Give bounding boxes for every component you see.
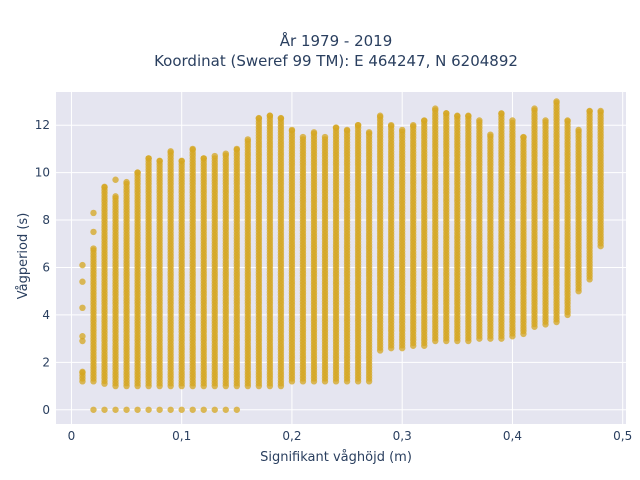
- data-point: [443, 110, 450, 117]
- data-point: [310, 129, 318, 136]
- data-point: [597, 107, 604, 115]
- data-point: [189, 406, 196, 413]
- data-point: [365, 129, 373, 136]
- data-point: [101, 406, 108, 413]
- data-point: [575, 126, 582, 134]
- data-point: [211, 152, 218, 160]
- data-point: [376, 112, 384, 119]
- data-point: [167, 148, 174, 155]
- data-point: [244, 136, 252, 143]
- y-axis-title: Vågperiod (s): [16, 213, 31, 300]
- data-point: [156, 406, 163, 413]
- data-point: [90, 245, 97, 252]
- data-point: [354, 122, 362, 129]
- data-point: [167, 406, 174, 413]
- x-tick-label: 0,5: [613, 429, 632, 443]
- data-point: [211, 406, 218, 413]
- tick-labels: 0 0,1 0,2 0,3 0,4 0,5 0 2 4 6 8 10 12: [35, 118, 633, 443]
- data-point: [586, 107, 593, 115]
- chart-title-line-1: År 1979 - 2019: [280, 31, 393, 50]
- data-point: [90, 406, 97, 413]
- data-point: [520, 133, 527, 141]
- y-tick-label: 8: [42, 213, 50, 227]
- x-tick-label: 0,1: [172, 429, 191, 443]
- y-tick-label: 2: [42, 355, 50, 369]
- data-point: [564, 117, 571, 124]
- x-tick-label: 0,3: [393, 429, 412, 443]
- data-point: [332, 124, 340, 131]
- data-point: [509, 117, 516, 124]
- y-tick-label: 12: [35, 118, 50, 132]
- x-tick-label: 0,4: [503, 429, 522, 443]
- data-point: [112, 176, 119, 183]
- data-point: [200, 155, 207, 162]
- data-point: [134, 169, 141, 176]
- x-axis-title: Signifikant våghöjd (m): [260, 450, 412, 465]
- y-tick-label: 10: [35, 166, 50, 180]
- data-point: [465, 112, 472, 119]
- data-point: [145, 406, 152, 413]
- data-point: [178, 157, 185, 164]
- data-point: [542, 117, 549, 124]
- data-point: [531, 105, 538, 112]
- data-point: [410, 122, 417, 129]
- data-point: [553, 98, 560, 105]
- data-point: [421, 117, 428, 124]
- data-point: [343, 126, 351, 134]
- data-point: [476, 117, 483, 124]
- data-point: [79, 368, 86, 376]
- data-point: [454, 112, 461, 119]
- data-point: [498, 110, 505, 117]
- data-point: [101, 183, 108, 191]
- data-point: [222, 406, 229, 413]
- data-point: [222, 150, 229, 157]
- data-point: [112, 406, 119, 413]
- data-point: [255, 114, 263, 122]
- data-point: [432, 105, 439, 112]
- data-point: [266, 112, 274, 119]
- y-tick-label: 4: [42, 308, 50, 322]
- x-tick-label: 0: [68, 429, 76, 443]
- data-point: [233, 406, 241, 413]
- plot-background: [56, 92, 626, 424]
- data-point: [123, 178, 130, 186]
- data-point: [398, 126, 406, 134]
- data-point: [134, 406, 141, 413]
- data-point: [123, 406, 130, 413]
- data-point: [387, 122, 395, 129]
- data-point: [200, 406, 207, 413]
- data-point: [487, 131, 494, 138]
- data-point: [145, 155, 152, 162]
- data-point: [156, 157, 163, 164]
- data-point: [90, 209, 97, 217]
- data-point: [233, 145, 241, 153]
- data-points: [79, 98, 604, 413]
- data-point: [79, 337, 86, 345]
- y-tick-label: 0: [42, 403, 50, 417]
- data-point: [277, 114, 285, 122]
- data-point: [79, 304, 86, 311]
- data-point: [112, 193, 119, 200]
- data-point: [90, 228, 97, 236]
- data-point: [178, 406, 185, 413]
- data-point: [189, 145, 196, 153]
- data-point: [299, 133, 307, 141]
- data-point: [79, 261, 86, 269]
- data-point: [321, 133, 329, 141]
- data-point: [79, 333, 86, 340]
- chart-title-line-2: Koordinat (Sweref 99 TM): E 464247, N 62…: [154, 52, 518, 70]
- data-point: [79, 278, 86, 285]
- x-tick-label: 0,2: [282, 429, 301, 443]
- y-tick-label: 6: [42, 260, 50, 274]
- data-point: [288, 126, 296, 134]
